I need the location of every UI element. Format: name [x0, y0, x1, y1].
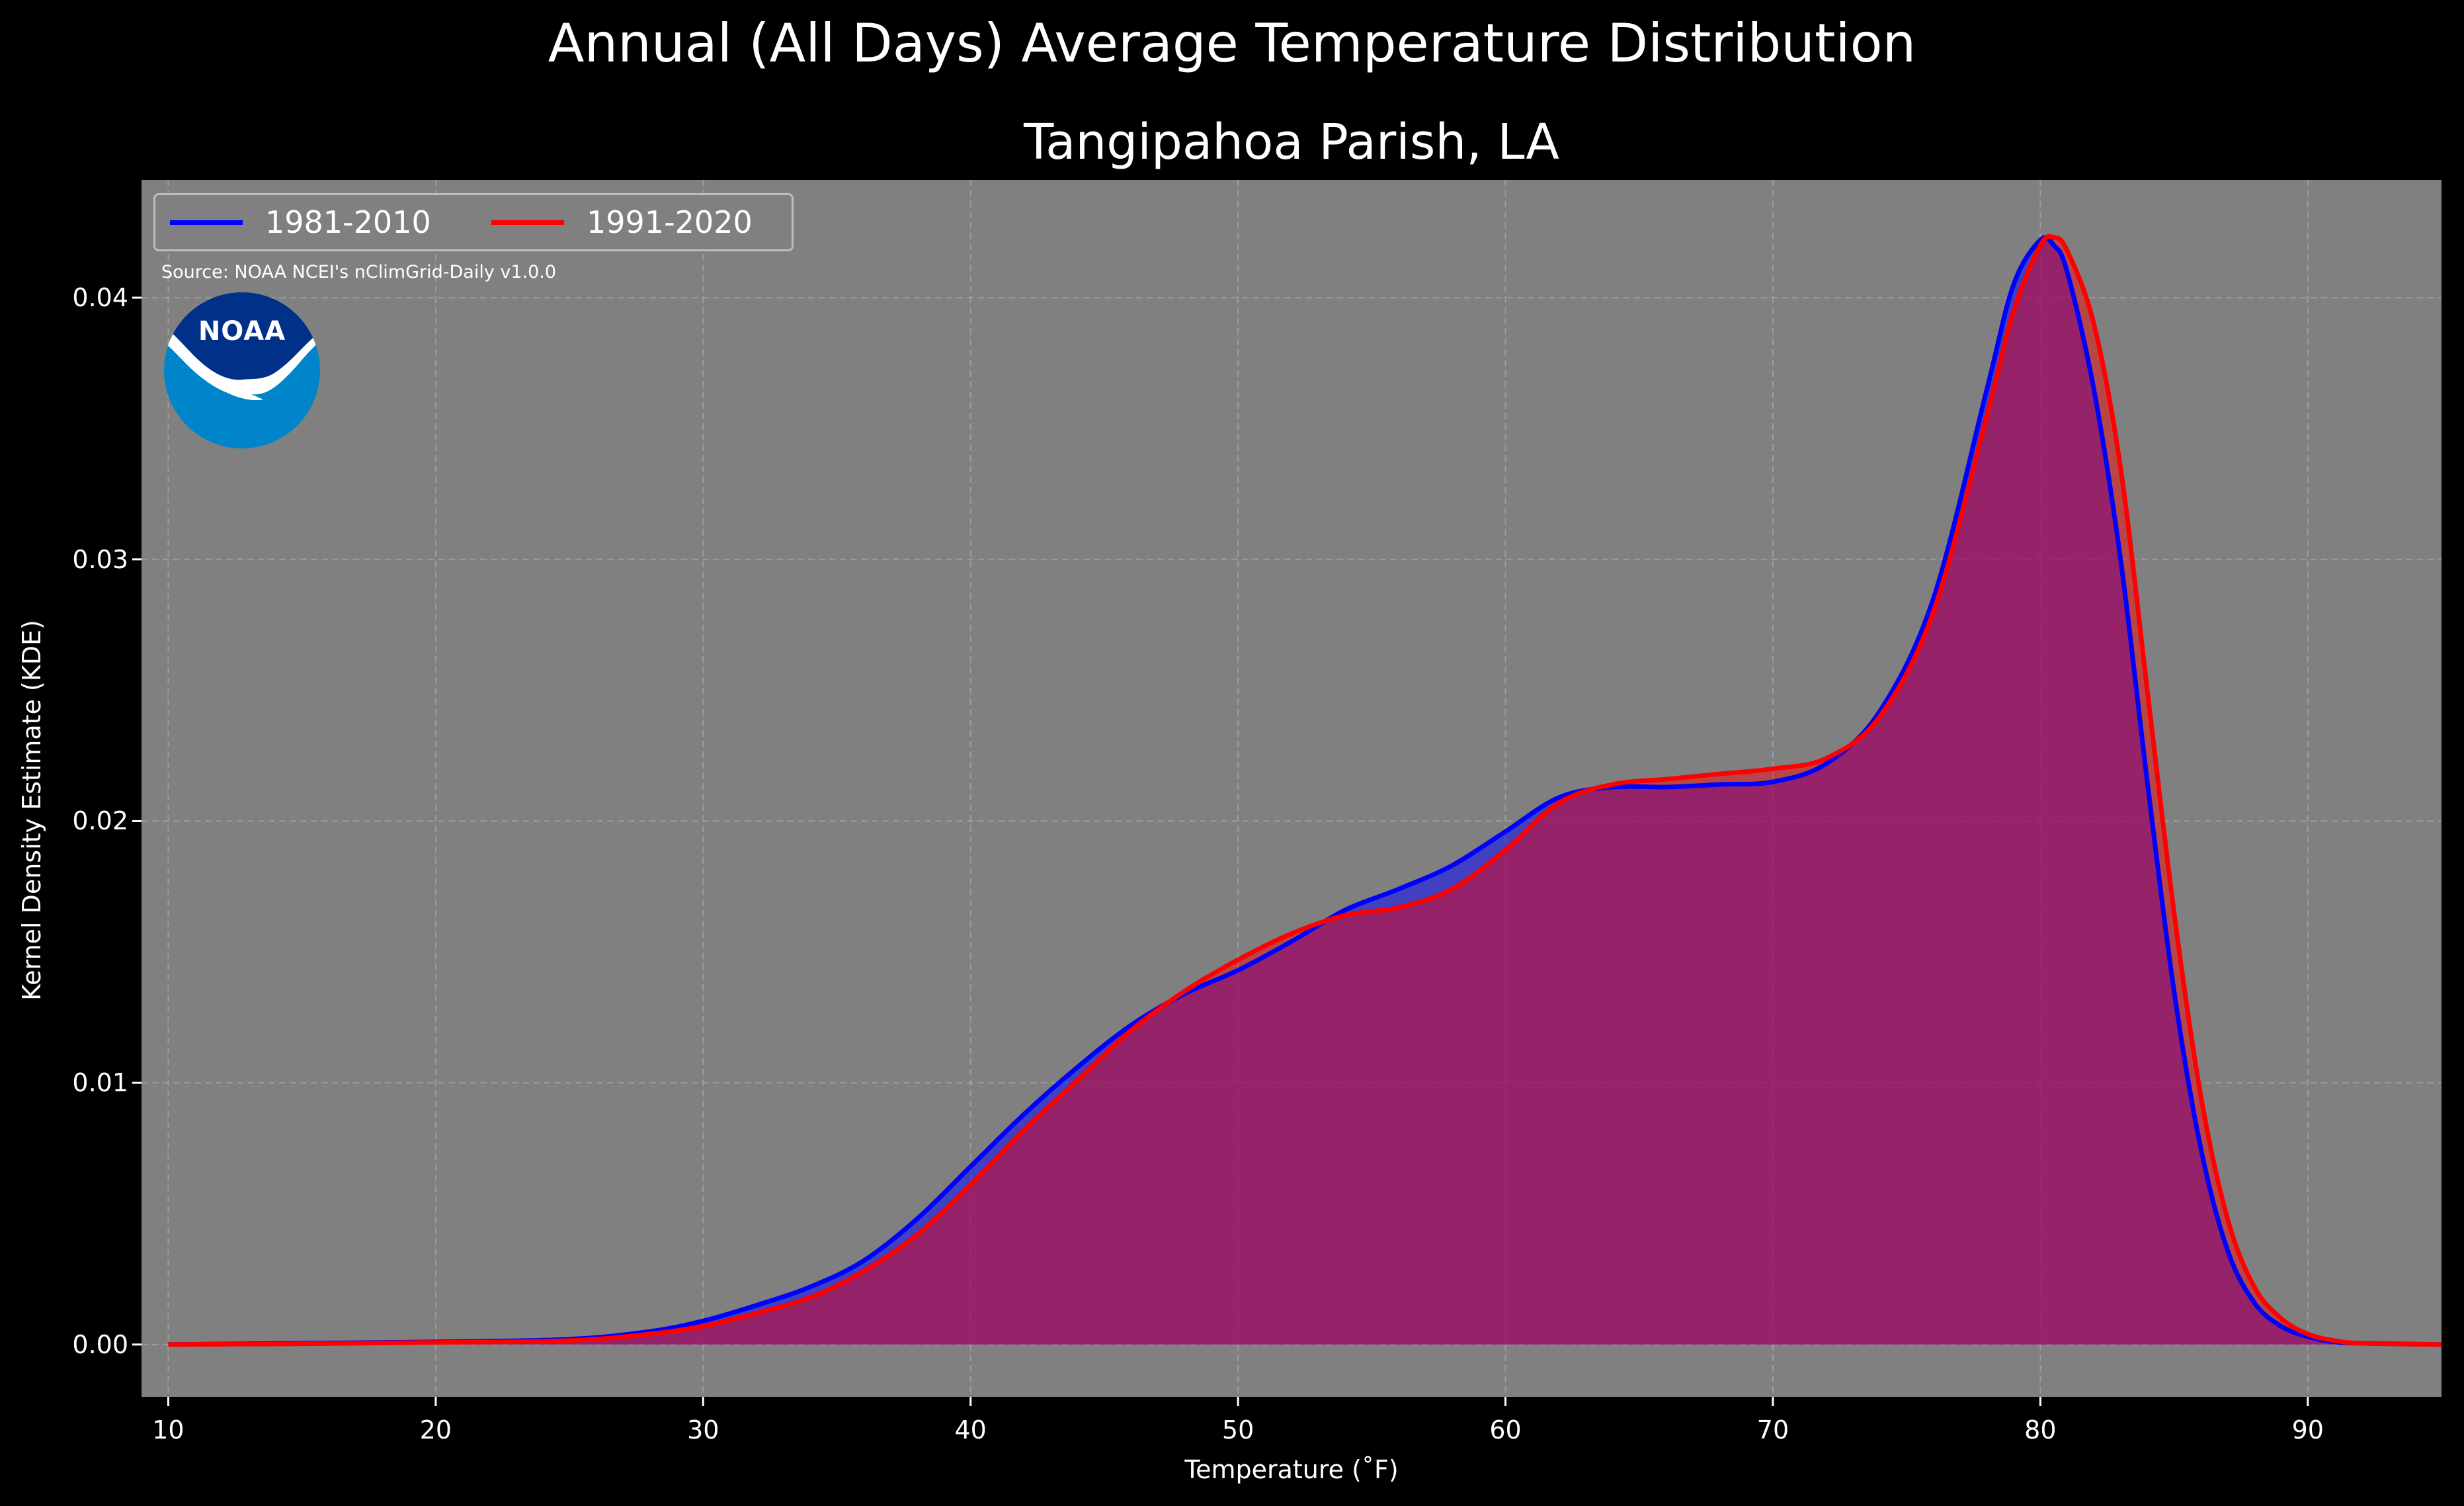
series-1981-2010-line: [168, 235, 2442, 1347]
series-1981-2010-area: [168, 237, 2442, 1345]
series-lines: [168, 233, 2442, 1347]
legend-swatch-1981-2010: [170, 220, 243, 225]
legend-label-1981-2010: 1981-2010: [265, 204, 431, 240]
x-tick-label: 40: [954, 1415, 987, 1444]
x-tick-label: 60: [1489, 1415, 1522, 1444]
source-note: Source: NOAA NCEI's nClimGrid-Daily v1.0…: [161, 262, 557, 282]
legend: 1981-2010 1991-2020: [153, 193, 794, 251]
series-areas: [168, 236, 2442, 1345]
chart-suptitle: Annual (All Days) Average Temperature Di…: [548, 13, 1916, 74]
legend-item-1981-2010: 1981-2010: [170, 195, 431, 249]
series-1991-2020-area: [168, 236, 2442, 1345]
legend-swatch-1991-2020: [491, 220, 564, 225]
x-tick-label: 30: [687, 1415, 719, 1444]
x-tick-label: 70: [1756, 1415, 1789, 1444]
y-tick-label: 0.04: [72, 283, 128, 313]
series-1991-2020-line: [168, 233, 2442, 1347]
y-tick-label: 0.03: [72, 544, 128, 574]
x-tick-label: 10: [152, 1415, 185, 1444]
y-tick-label: 0.00: [72, 1329, 128, 1359]
noaa-logo: NOAA: [164, 292, 320, 448]
y-tick-label: 0.02: [72, 806, 128, 836]
svg-text:NOAA: NOAA: [198, 316, 286, 347]
y-axis-label: Kernel Density Estimate (KDE): [17, 620, 46, 1001]
x-tick-label: 80: [2024, 1415, 2057, 1444]
x-tick-label: 20: [419, 1415, 452, 1444]
y-tick-label: 0.01: [72, 1068, 128, 1098]
x-axis-label: Temperature (˚F): [1184, 1455, 1399, 1484]
tick-marks: [132, 296, 2309, 1406]
legend-label-1991-2020: 1991-2020: [587, 204, 753, 240]
legend-item-1991-2020: 1991-2020: [491, 195, 753, 249]
x-tick-label: 90: [2291, 1415, 2324, 1444]
chart-title: Tangipahoa Parish, LA: [1024, 114, 1559, 171]
x-tick-label: 50: [1221, 1415, 1254, 1444]
